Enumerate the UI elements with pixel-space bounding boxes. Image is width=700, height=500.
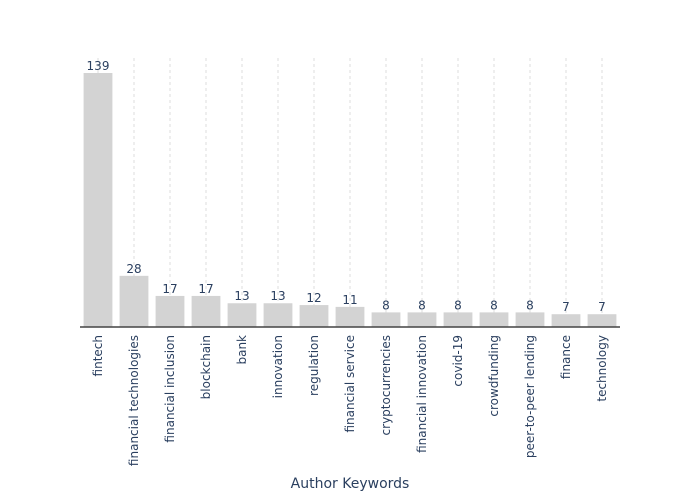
bar: [515, 312, 545, 327]
x-tick-label: financial innovation: [415, 335, 429, 453]
x-tick-label: covid-19: [451, 335, 465, 387]
x-tick-label: peer-to-peer lending: [523, 335, 537, 458]
x-tick-label: financial inclusion: [163, 335, 177, 443]
bar: [83, 73, 113, 327]
x-tick-label: cryptocurrencies: [379, 335, 393, 435]
x-tick-label: innovation: [271, 335, 285, 398]
bar: [479, 312, 509, 327]
value-label: 13: [270, 289, 285, 303]
value-labels: 139 28 17 17 13 13 12 11 8 8 8 8 8 7 7: [87, 59, 606, 314]
bar: [227, 303, 257, 327]
bars: [83, 73, 617, 327]
x-axis-title: Author Keywords: [291, 476, 410, 492]
value-label: 13: [234, 289, 249, 303]
bar: [407, 312, 437, 327]
value-label: 139: [87, 59, 110, 73]
bar: [119, 275, 149, 327]
value-label: 7: [562, 300, 570, 314]
value-label: 17: [198, 282, 213, 296]
value-label: 7: [598, 300, 606, 314]
bar: [263, 303, 293, 327]
bar: [551, 314, 581, 327]
value-label: 8: [526, 298, 534, 312]
bar: [191, 295, 221, 327]
bar: [299, 305, 329, 327]
bar: [155, 295, 185, 327]
x-tick-label: blockchain: [199, 335, 213, 399]
x-tick-label: crowdfunding: [487, 335, 501, 417]
x-tick-label: financial service: [343, 335, 357, 433]
x-tick-label: fintech: [91, 335, 105, 376]
value-label: 28: [126, 262, 141, 276]
value-label: 17: [162, 282, 177, 296]
bar: [371, 312, 401, 327]
value-label: 12: [306, 291, 321, 305]
bar: [335, 306, 365, 327]
value-label: 8: [454, 298, 462, 312]
x-tick-label: technology: [595, 335, 609, 402]
grid-lines: [97, 58, 603, 327]
x-tick-label: regulation: [307, 335, 321, 396]
bar: [443, 312, 473, 327]
x-tick-label: financial technologies: [127, 335, 141, 466]
value-label: 8: [490, 298, 498, 312]
value-label: 8: [382, 298, 390, 312]
x-tick-label: bank: [235, 335, 249, 365]
value-label: 11: [342, 293, 357, 307]
bar: [587, 314, 617, 327]
value-label: 8: [418, 298, 426, 312]
x-tick-label: finance: [559, 335, 573, 379]
x-tick-labels: fintech financial technologies financial i…: [91, 335, 609, 466]
